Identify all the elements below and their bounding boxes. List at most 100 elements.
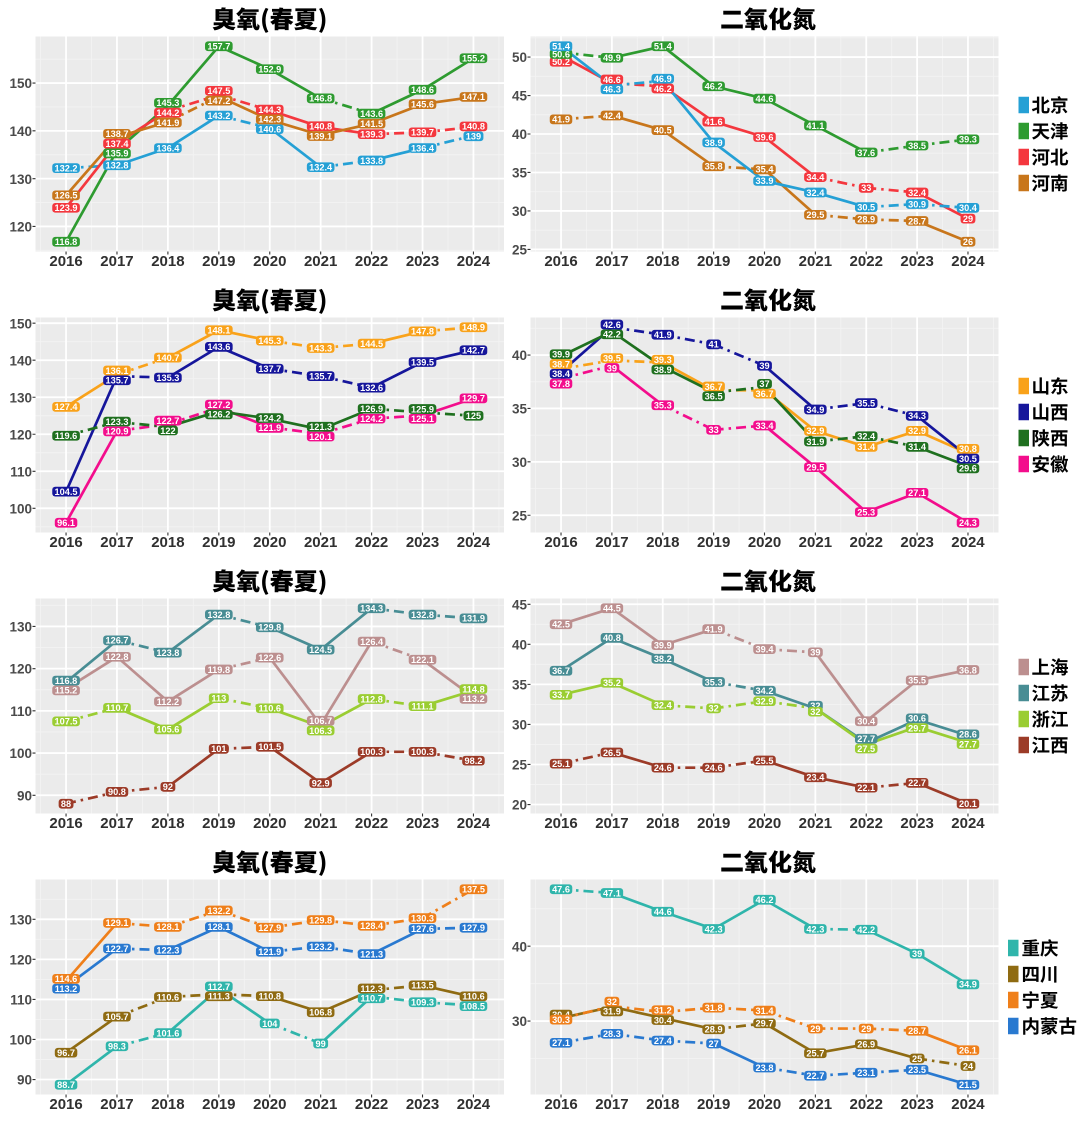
svg-text:110.7: 110.7 bbox=[106, 703, 128, 713]
svg-text:129.7: 129.7 bbox=[462, 394, 485, 404]
svg-text:35: 35 bbox=[512, 166, 528, 181]
svg-text:2024: 2024 bbox=[457, 253, 491, 270]
svg-text:111.1: 111.1 bbox=[412, 702, 434, 712]
svg-text:2017: 2017 bbox=[100, 1096, 133, 1113]
svg-text:44.6: 44.6 bbox=[654, 907, 672, 917]
svg-text:2017: 2017 bbox=[595, 534, 628, 551]
svg-text:100.3: 100.3 bbox=[411, 747, 434, 757]
svg-text:100: 100 bbox=[9, 746, 32, 761]
svg-text:41.9: 41.9 bbox=[552, 115, 570, 125]
svg-text:44.6: 44.6 bbox=[756, 94, 774, 104]
svg-text:35.2: 35.2 bbox=[603, 678, 621, 688]
svg-text:127.6: 127.6 bbox=[411, 924, 434, 934]
svg-text:22.1: 22.1 bbox=[857, 783, 875, 793]
svg-text:126.4: 126.4 bbox=[360, 637, 384, 647]
svg-text:33: 33 bbox=[861, 183, 871, 193]
svg-text:147.1: 147.1 bbox=[462, 92, 485, 102]
svg-text:123.8: 123.8 bbox=[156, 648, 179, 658]
svg-text:140.6: 140.6 bbox=[258, 124, 281, 134]
svg-text:38.4: 38.4 bbox=[552, 369, 571, 379]
svg-text:105.7: 105.7 bbox=[105, 1012, 128, 1022]
svg-text:28.9: 28.9 bbox=[857, 215, 875, 225]
svg-text:34.2: 34.2 bbox=[756, 686, 774, 696]
svg-text:40.8: 40.8 bbox=[603, 633, 621, 643]
svg-text:28.6: 28.6 bbox=[959, 730, 977, 740]
svg-text:2018: 2018 bbox=[646, 815, 679, 832]
svg-text:23.4: 23.4 bbox=[806, 773, 825, 783]
svg-text:24.6: 24.6 bbox=[654, 763, 672, 773]
svg-text:135.9: 135.9 bbox=[105, 149, 128, 159]
svg-text:22.7: 22.7 bbox=[806, 1071, 824, 1081]
svg-text:2016: 2016 bbox=[49, 1096, 82, 1113]
svg-text:25.1: 25.1 bbox=[552, 759, 570, 769]
svg-text:110.7: 110.7 bbox=[360, 994, 382, 1004]
svg-text:2023: 2023 bbox=[900, 534, 933, 551]
svg-text:2023: 2023 bbox=[406, 815, 439, 832]
svg-text:31.8: 31.8 bbox=[705, 1003, 723, 1013]
svg-text:42.2: 42.2 bbox=[603, 330, 621, 340]
svg-text:2022: 2022 bbox=[355, 815, 388, 832]
svg-text:124.5: 124.5 bbox=[309, 645, 332, 655]
svg-text:25.7: 25.7 bbox=[806, 1049, 824, 1059]
svg-text:29: 29 bbox=[861, 1024, 871, 1034]
svg-text:128.4: 128.4 bbox=[360, 921, 384, 931]
svg-text:130.3: 130.3 bbox=[411, 913, 434, 923]
svg-text:24.6: 24.6 bbox=[705, 763, 723, 773]
svg-text:46.3: 46.3 bbox=[603, 85, 621, 95]
svg-text:114.8: 114.8 bbox=[462, 684, 484, 694]
svg-text:145.3: 145.3 bbox=[258, 336, 281, 346]
svg-text:38.9: 38.9 bbox=[654, 365, 672, 375]
svg-text:2020: 2020 bbox=[748, 815, 781, 832]
svg-text:2019: 2019 bbox=[697, 815, 730, 832]
svg-text:40.5: 40.5 bbox=[654, 125, 672, 135]
svg-text:39.9: 39.9 bbox=[654, 640, 672, 650]
svg-text:41.9: 41.9 bbox=[654, 330, 672, 340]
svg-text:133.8: 133.8 bbox=[360, 156, 383, 166]
svg-text:2023: 2023 bbox=[900, 1096, 933, 1113]
svg-text:47.6: 47.6 bbox=[552, 885, 570, 895]
svg-text:24.3: 24.3 bbox=[959, 518, 977, 528]
svg-text:141.9: 141.9 bbox=[156, 118, 179, 128]
svg-text:2019: 2019 bbox=[697, 253, 730, 270]
svg-text:47.1: 47.1 bbox=[603, 888, 621, 898]
svg-text:39.3: 39.3 bbox=[959, 135, 977, 145]
svg-text:105.6: 105.6 bbox=[156, 725, 179, 735]
svg-text:120: 120 bbox=[9, 220, 32, 235]
svg-text:46.6: 46.6 bbox=[603, 75, 621, 85]
svg-text:127.2: 127.2 bbox=[207, 400, 230, 410]
svg-text:31.4: 31.4 bbox=[857, 442, 876, 452]
svg-text:2022: 2022 bbox=[850, 253, 883, 270]
svg-text:40: 40 bbox=[512, 939, 527, 954]
svg-text:90.8: 90.8 bbox=[108, 787, 126, 797]
svg-text:29.5: 29.5 bbox=[806, 462, 824, 472]
svg-text:99: 99 bbox=[316, 1039, 326, 1049]
svg-text:148.6: 148.6 bbox=[411, 85, 434, 95]
svg-text:35.3: 35.3 bbox=[705, 677, 723, 687]
svg-text:34.9: 34.9 bbox=[806, 405, 824, 415]
svg-text:121.9: 121.9 bbox=[258, 947, 281, 957]
svg-text:132.4: 132.4 bbox=[309, 162, 333, 172]
svg-text:132.8: 132.8 bbox=[105, 161, 128, 171]
svg-text:30: 30 bbox=[512, 204, 527, 219]
svg-text:2021: 2021 bbox=[304, 534, 337, 551]
svg-text:32.9: 32.9 bbox=[806, 426, 824, 436]
svg-text:124.2: 124.2 bbox=[258, 413, 281, 423]
svg-text:139.1: 139.1 bbox=[309, 131, 332, 141]
svg-text:113: 113 bbox=[211, 693, 226, 703]
svg-text:122.7: 122.7 bbox=[156, 416, 179, 426]
svg-text:119.6: 119.6 bbox=[55, 431, 77, 441]
svg-text:35.4: 35.4 bbox=[756, 165, 775, 175]
svg-text:20: 20 bbox=[512, 798, 527, 813]
svg-text:144.3: 144.3 bbox=[258, 105, 281, 115]
svg-text:125.1: 125.1 bbox=[411, 414, 434, 424]
svg-text:131.9: 131.9 bbox=[462, 614, 485, 624]
svg-text:30.4: 30.4 bbox=[959, 203, 978, 213]
svg-text:30.5: 30.5 bbox=[959, 454, 977, 464]
svg-text:140: 140 bbox=[9, 353, 32, 368]
svg-text:29.5: 29.5 bbox=[806, 210, 824, 220]
svg-text:115.2: 115.2 bbox=[55, 686, 77, 696]
svg-text:96.1: 96.1 bbox=[57, 518, 75, 528]
svg-text:2016: 2016 bbox=[49, 815, 82, 832]
svg-text:119.8: 119.8 bbox=[208, 665, 230, 675]
svg-text:31.2: 31.2 bbox=[654, 1005, 672, 1015]
